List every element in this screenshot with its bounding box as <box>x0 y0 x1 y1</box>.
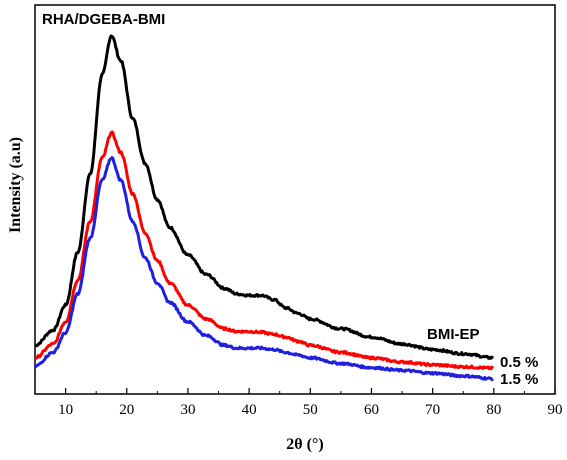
x-tick-label: 20 <box>119 402 134 418</box>
x-axis-label: 2θ (°) <box>286 436 323 453</box>
y-axis-label: Intensity (a.u) <box>7 137 24 233</box>
series-lines <box>33 34 495 382</box>
x-tick-label: 60 <box>364 402 379 418</box>
x-tick-label: 80 <box>486 402 501 418</box>
x-axis-ticks: 10 20 30 40 50 60 70 80 90 <box>34 388 563 418</box>
series-label-bmi-ep: BMI-EP <box>427 326 480 343</box>
plot-frame <box>34 4 556 395</box>
x-tick-label: 30 <box>180 402 195 418</box>
x-tick-label: 50 <box>303 402 318 418</box>
series-label-1-5: 1.5 % <box>500 371 538 388</box>
series-line-1 <box>34 130 495 371</box>
x-tick-label: 40 <box>242 402 257 418</box>
series-line-0 <box>34 34 495 360</box>
x-tick-label: 90 <box>548 402 563 418</box>
series-label-0-5: 0.5 % <box>500 354 538 371</box>
chart-title: RHA/DGEBA-BMI <box>42 11 165 28</box>
x-tick-label: 10 <box>58 402 73 418</box>
x-tick-label: 70 <box>425 402 440 418</box>
series-line-2 <box>33 156 494 382</box>
